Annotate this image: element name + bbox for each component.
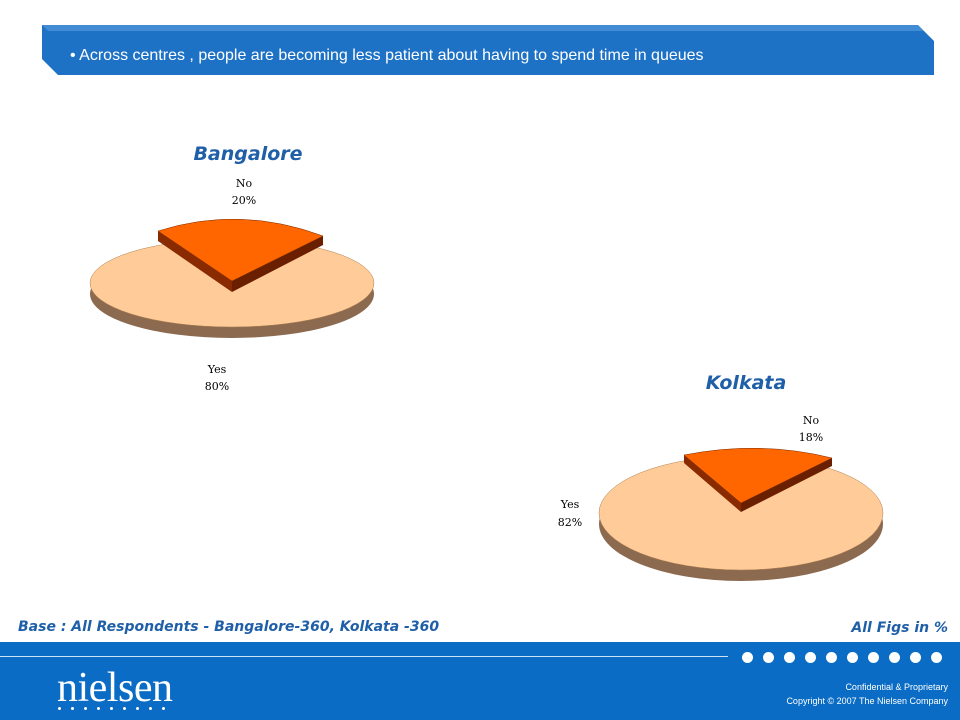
- slice-label-no-bangalore: No: [236, 177, 253, 190]
- slice-value-no-bangalore: 20%: [232, 194, 256, 207]
- dot-icon: [910, 652, 921, 663]
- dot-icon: [784, 652, 795, 663]
- slice-value-yes-bangalore: 80%: [205, 380, 229, 393]
- chart-title-bangalore: Bangalore: [193, 143, 302, 165]
- base-note: Base : All Respondents - Bangalore-360, …: [18, 619, 440, 635]
- logo-dots: [58, 697, 175, 715]
- dot-icon: [826, 652, 837, 663]
- slice-label-no-kolkata: No: [803, 414, 820, 427]
- dot-icon: [847, 652, 858, 663]
- pie-slice-no-side2-bangalore: [232, 236, 323, 292]
- dot-icon: [889, 652, 900, 663]
- confidential-text: Confidential & Proprietary: [845, 682, 948, 692]
- chart-title-kolkata: Kolkata: [706, 372, 787, 394]
- slice-value-no-kolkata: 18%: [799, 431, 823, 444]
- chart-kolkata: Kolkata No 18% Yes 82%: [558, 372, 884, 581]
- header-banner: • Across centres , people are becoming l…: [0, 0, 960, 90]
- pie-slice-no-side-kolkata: [684, 455, 741, 512]
- nielsen-logo: nielsen: [57, 665, 173, 711]
- slice-label-yes-bangalore: Yes: [207, 363, 227, 376]
- slice-value-yes-kolkata: 82%: [558, 516, 582, 529]
- figures-note: All Figs in %: [851, 620, 948, 636]
- chart-bangalore: Bangalore No 20% Yes 80%: [89, 143, 375, 393]
- dot-icon: [868, 652, 879, 663]
- footer-divider: [0, 656, 728, 657]
- slice-label-yes-kolkata: Yes: [560, 498, 580, 511]
- banner-shape: [42, 25, 934, 75]
- dot-icon: [931, 652, 942, 663]
- pie-slice-no-side-bangalore: [158, 231, 232, 292]
- pie-slice-no-kolkata: [683, 447, 833, 504]
- pie-slice-no-bangalore: [157, 218, 324, 282]
- dot-icon: [763, 652, 774, 663]
- copyright-text: Copyright © 2007 The Nielsen Company: [786, 696, 948, 706]
- footer: nielsen Confidential & Proprietary Copyr…: [0, 642, 960, 720]
- dot-icon: [805, 652, 816, 663]
- decorative-dots: [742, 650, 952, 668]
- dot-icon: [742, 652, 753, 663]
- banner-text: • Across centres , people are becoming l…: [70, 47, 704, 64]
- pie-slice-no-side2-kolkata: [741, 458, 832, 512]
